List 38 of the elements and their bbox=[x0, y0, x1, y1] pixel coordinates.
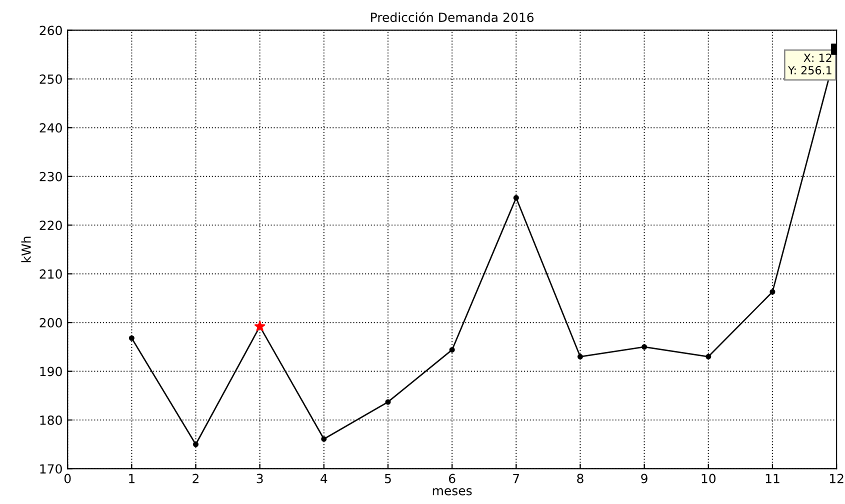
point bbox=[706, 354, 712, 360]
y-axis-title: kWh bbox=[21, 236, 31, 262]
y-tick-label: 210 bbox=[40, 269, 62, 279]
point bbox=[192, 442, 199, 448]
y-tick-label: 250 bbox=[40, 74, 62, 84]
x-axis-title: meses bbox=[432, 488, 472, 496]
x-tick-label: 3 bbox=[256, 474, 263, 484]
y-tick-label: 260 bbox=[40, 26, 62, 36]
x-tick-label: 2 bbox=[192, 474, 198, 484]
point bbox=[254, 320, 266, 332]
x-tick-label: 7 bbox=[513, 474, 520, 484]
x-tick-label: 11 bbox=[766, 474, 780, 484]
annotation: X: 12 Y: 256.1 bbox=[788, 54, 832, 74]
x-tick-label: 10 bbox=[702, 474, 716, 484]
point bbox=[577, 354, 584, 360]
x-tick-label: 9 bbox=[641, 474, 648, 484]
x-tick-label: 5 bbox=[384, 474, 391, 484]
x-tick-label: 1 bbox=[129, 474, 134, 484]
x-tick-label: 0 bbox=[64, 474, 71, 484]
chart-title: Predicción Demanda 2016 bbox=[371, 12, 534, 22]
y-tick-label: 170 bbox=[40, 464, 62, 474]
point bbox=[385, 399, 391, 405]
x-tick-label: 4 bbox=[320, 474, 328, 484]
x-tick-label: 8 bbox=[577, 474, 584, 484]
y-tick-label: 240 bbox=[40, 123, 62, 133]
point bbox=[513, 195, 519, 201]
x-tick-label: 12 bbox=[830, 474, 844, 484]
point bbox=[770, 289, 776, 295]
y-tick-label: 190 bbox=[40, 366, 62, 376]
y-tick-label: 180 bbox=[40, 415, 62, 425]
point bbox=[449, 347, 455, 353]
y-tick-label: 200 bbox=[40, 318, 62, 328]
point bbox=[321, 436, 327, 442]
x-tick-label: 6 bbox=[448, 474, 456, 484]
y-tick-label: 220 bbox=[40, 220, 62, 230]
point bbox=[128, 335, 134, 341]
point bbox=[642, 344, 648, 350]
y-tick-label: 230 bbox=[40, 172, 62, 182]
